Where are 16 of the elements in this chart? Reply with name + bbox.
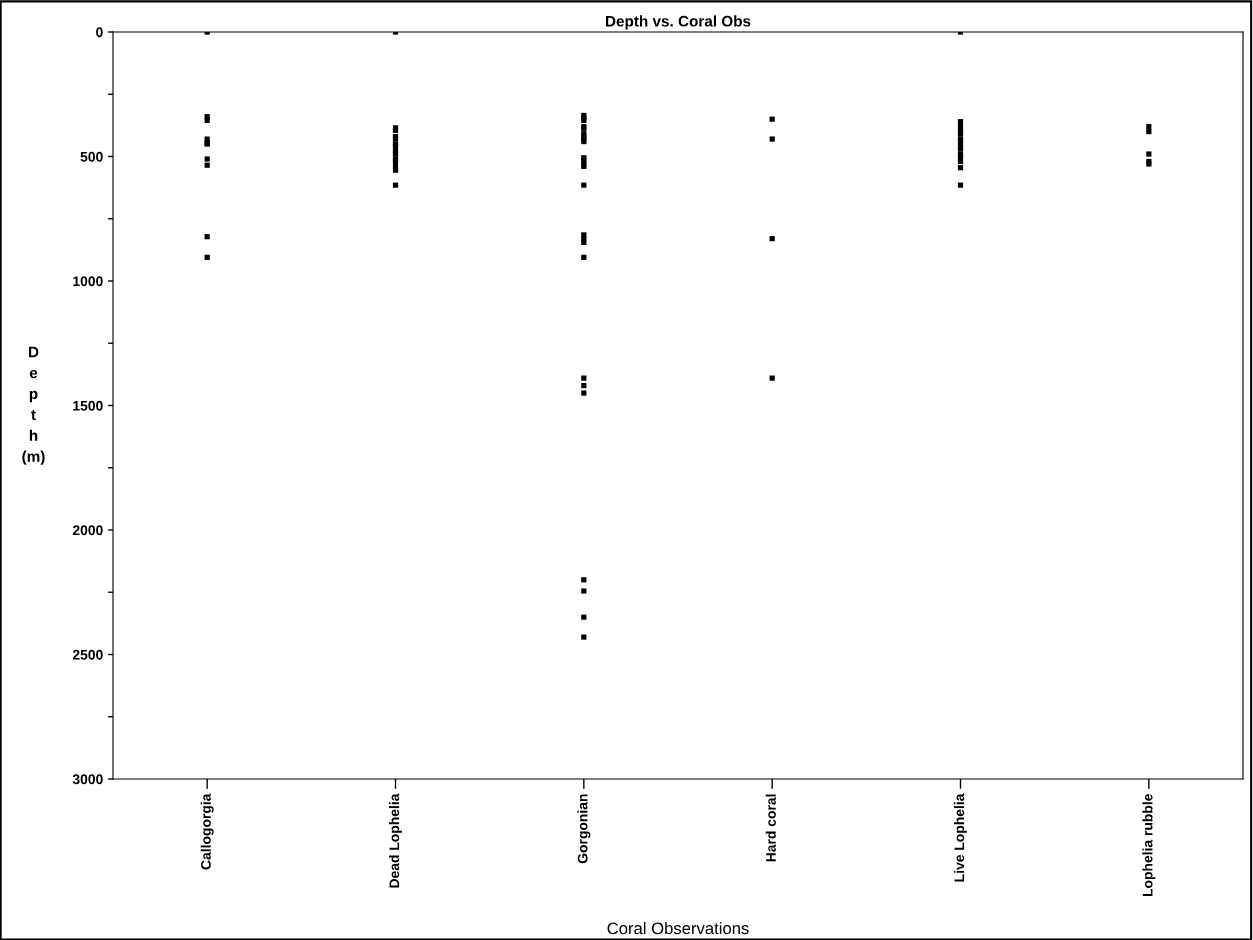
y-tick-label: 500 — [80, 151, 103, 162]
y-tick-label: 3000 — [72, 774, 103, 785]
y-axis-title: Depth (m) — [22, 346, 45, 465]
x-tick-label: Gorgonian — [577, 794, 591, 864]
x-tick-label: Hard coral — [765, 794, 776, 862]
y-tick-label: 1500 — [73, 400, 103, 411]
y-tick-label: 0 — [96, 27, 103, 38]
x-tick-label: Dead Lophelia — [389, 793, 402, 888]
x-tick-label: Live Lophelia — [954, 793, 967, 882]
x-tick-label: Lophelia rubble — [1142, 794, 1156, 897]
y-tick-label: 2000 — [72, 525, 103, 536]
y-tick-label: 1000 — [73, 276, 103, 287]
chart-title: Depth vs. Coral Obs — [606, 15, 751, 30]
y-tick-label: 2500 — [72, 649, 103, 660]
x-tick-label: Callogorgia — [200, 793, 214, 870]
x-axis-title: Coral Observations — [607, 921, 749, 935]
